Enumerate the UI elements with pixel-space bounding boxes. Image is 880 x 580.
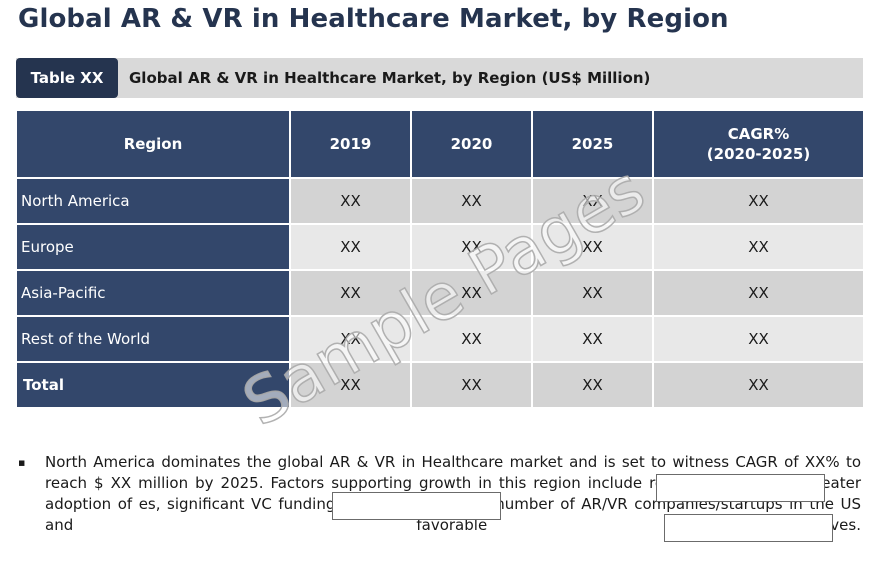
column-header-2025: 2025 [531,109,654,179]
region-cell: Europe [15,223,291,271]
value-cell: XX [410,223,533,271]
redaction-box [664,514,833,542]
value-cell: XX [289,269,412,317]
value-cell: XX [531,361,654,409]
column-header-cagr: CAGR% (2020-2025) [652,109,865,179]
value-cell: XX [652,361,865,409]
value-cell: XX [531,315,654,363]
redaction-box [332,492,501,520]
table-row: Rest of the World XX XX XX XX [15,315,865,363]
column-header-region: Region [15,109,291,179]
total-label-cell: Total [15,361,291,409]
table-row: North America XX XX XX XX [15,177,865,225]
column-header-2020: 2020 [410,109,533,179]
value-cell: XX [410,361,533,409]
value-cell: XX [531,269,654,317]
value-cell: XX [410,177,533,225]
value-cell: XX [652,223,865,271]
table-caption: Global AR & VR in Healthcare Market, by … [129,69,651,87]
table-header-row: Region 2019 2020 2025 CAGR% (2020-2025) [15,109,865,179]
value-cell: XX [289,223,412,271]
bullet-icon: ▪ [18,456,26,469]
value-cell: XX [289,315,412,363]
value-cell: XX [410,315,533,363]
column-header-cagr-line2: (2020-2025) [706,145,811,163]
region-cell: Asia-Pacific [15,269,291,317]
column-header-cagr-line1: CAGR% [727,125,790,143]
table-number-badge: Table XX [16,58,118,98]
value-cell: XX [652,269,865,317]
value-cell: XX [652,315,865,363]
redaction-box [656,474,825,502]
table-row: Asia-Pacific XX XX XX XX [15,269,865,317]
region-market-table: Region 2019 2020 2025 CAGR% (2020-2025) … [15,109,865,409]
region-cell: Rest of the World [15,315,291,363]
column-header-2019: 2019 [289,109,412,179]
page-title: Global AR & VR in Healthcare Market, by … [18,4,729,34]
region-cell: North America [15,177,291,225]
table-total-row: Total XX XX XX XX [15,361,865,409]
value-cell: XX [531,177,654,225]
value-cell: XX [531,223,654,271]
value-cell: XX [410,269,533,317]
table-caption-bar: Table XX Global AR & VR in Healthcare Ma… [16,58,863,98]
value-cell: XX [652,177,865,225]
table-row: Europe XX XX XX XX [15,223,865,271]
value-cell: XX [289,361,412,409]
value-cell: XX [289,177,412,225]
